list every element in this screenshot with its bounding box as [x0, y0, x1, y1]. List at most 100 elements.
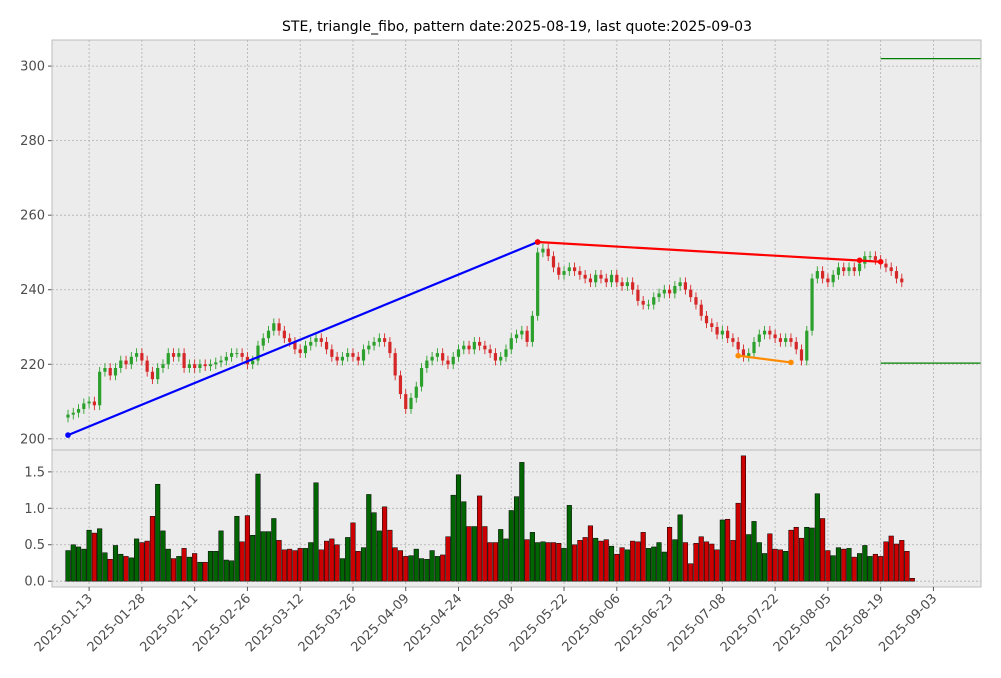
volume-bar	[176, 556, 182, 582]
candle-body	[251, 360, 255, 365]
volume-bar	[714, 549, 720, 582]
pattern-point	[856, 257, 863, 264]
candle-body	[536, 252, 540, 316]
candle-body	[588, 278, 593, 283]
volume-bar	[355, 551, 361, 582]
volume-bar	[287, 548, 293, 582]
volume-bar	[883, 541, 889, 582]
candle-body	[478, 341, 482, 346]
candle-body	[224, 356, 228, 361]
candle-body	[768, 330, 772, 335]
volume-bar	[297, 548, 303, 582]
candle-body	[229, 353, 234, 357]
candle-body	[699, 304, 703, 316]
candle-body	[762, 330, 767, 335]
orange-line-point	[735, 352, 741, 359]
volume-bar	[904, 551, 910, 582]
candle-body	[620, 282, 624, 286]
candle-body	[847, 267, 851, 272]
volume-bar	[909, 578, 915, 582]
volume-bar	[65, 550, 71, 582]
candle-body	[884, 263, 888, 268]
candle-body	[398, 375, 403, 395]
volume-bar	[308, 542, 314, 582]
volume-bar	[403, 556, 409, 582]
volume-bar	[529, 532, 535, 582]
candle-body	[240, 353, 244, 357]
candle-body	[704, 315, 709, 324]
candle-body	[198, 364, 202, 368]
candle-body	[393, 353, 397, 376]
candle-body	[409, 397, 413, 409]
volume-bar	[76, 546, 82, 582]
volume-bar	[862, 545, 868, 582]
volume-bar	[265, 531, 272, 582]
candle-body	[156, 368, 160, 380]
volume-bar	[144, 540, 150, 582]
candle-body	[108, 368, 112, 376]
candle-body	[615, 274, 619, 283]
volume-bar	[487, 542, 493, 582]
chart-title: STE, triangle_fibo, pattern date:2025-08…	[282, 19, 752, 35]
candle-body	[599, 274, 603, 279]
volume-bar	[572, 544, 578, 582]
volume-bar	[798, 537, 805, 582]
volume-bar	[97, 528, 103, 582]
volume-bar	[371, 512, 377, 582]
volume-bar	[345, 537, 351, 582]
volume-bar	[170, 558, 177, 582]
volume-bar	[123, 556, 129, 582]
volume-bar	[619, 547, 625, 582]
candle-body	[103, 368, 107, 372]
volume-y-tick-label: 1.0	[24, 502, 45, 517]
candle-body	[673, 286, 677, 294]
candle-body	[98, 371, 102, 406]
candle-body	[266, 330, 271, 339]
candle-body	[504, 349, 508, 357]
volume-bar	[81, 548, 87, 582]
volume-bar	[498, 529, 504, 582]
volume-bar	[107, 559, 113, 582]
volume-bar	[888, 535, 894, 582]
candle-body	[467, 345, 471, 350]
volume-bar	[440, 554, 446, 582]
volume-bar	[397, 550, 404, 582]
volume-bar	[851, 556, 857, 582]
volume-bar	[503, 538, 509, 582]
volume-bar	[730, 540, 736, 582]
volume-bar	[413, 548, 419, 582]
volume-bar	[593, 537, 599, 582]
volume-bar	[899, 540, 905, 582]
candle-body	[119, 360, 123, 368]
candle-body	[282, 330, 286, 339]
volume-bar	[134, 538, 140, 582]
candle-body	[76, 409, 81, 413]
candle-body	[456, 349, 461, 357]
candle-body	[272, 323, 276, 331]
candle-body	[541, 248, 545, 253]
price-plot-area	[52, 40, 981, 450]
candle-body	[214, 362, 218, 365]
candle-body	[499, 356, 503, 361]
volume-bar	[582, 537, 588, 582]
candle-body	[235, 353, 239, 355]
candle-body	[150, 371, 155, 380]
volume-bar	[392, 547, 398, 582]
volume-bar	[645, 548, 652, 582]
volume-bar	[255, 473, 261, 582]
candle-body	[145, 360, 149, 372]
volume-bar	[566, 505, 572, 582]
volume-bar	[165, 548, 171, 582]
volume-bar	[186, 556, 192, 582]
volume-bar	[841, 548, 847, 582]
candle-body	[425, 360, 429, 368]
candle-body	[446, 360, 450, 365]
candle-body	[377, 338, 381, 342]
volume-bar	[756, 542, 762, 582]
volume-bar	[857, 553, 863, 582]
volume-bar	[424, 559, 430, 582]
candle-body	[261, 338, 265, 346]
candle-body	[815, 271, 819, 279]
volume-bar	[276, 540, 282, 582]
volume-bar	[434, 556, 440, 582]
